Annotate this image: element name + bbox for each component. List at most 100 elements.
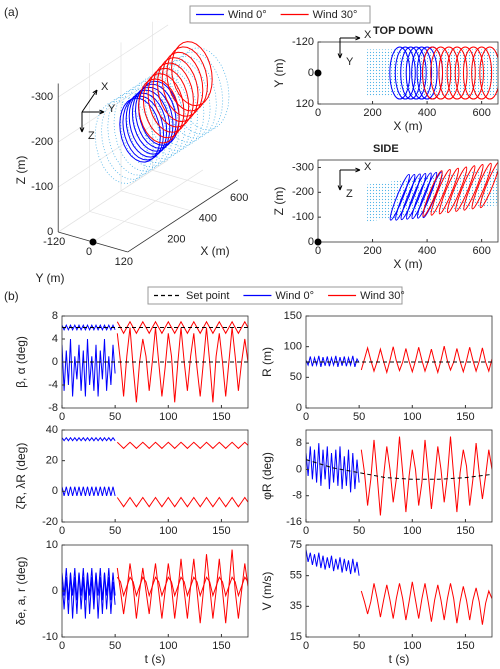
- loop: [119, 97, 161, 163]
- y-tick-label: 0: [308, 67, 314, 79]
- loop: [438, 167, 460, 215]
- legend-box: [147, 286, 403, 305]
- arrow-head: [92, 89, 98, 96]
- axes-box: [305, 429, 493, 523]
- data-line: [116, 496, 248, 508]
- y-tick-label: 100: [284, 341, 302, 353]
- arrow-head: [79, 127, 85, 133]
- tube-ring: [94, 101, 148, 184]
- loop: [125, 92, 168, 158]
- loop: [131, 86, 174, 152]
- x-tick-label: 100: [159, 411, 177, 423]
- data-line: [360, 345, 492, 375]
- loop: [454, 46, 476, 100]
- loop: [471, 162, 492, 210]
- loop: [406, 172, 427, 220]
- y-axis-label: Y (m): [35, 271, 64, 285]
- tube-ring: [144, 68, 199, 151]
- x-tick-label: 150: [212, 640, 230, 652]
- x-tick-label: 0: [59, 640, 65, 652]
- axis-arrow-label: X: [101, 81, 109, 93]
- x-tick-label: 100: [403, 525, 421, 537]
- axes-box: [317, 159, 499, 243]
- y-tick-label: 120: [296, 98, 314, 110]
- plot-area: [62, 430, 248, 522]
- panel-label: (a): [4, 5, 19, 19]
- plot-content: [62, 320, 248, 403]
- axis-arrow-label: X: [364, 161, 372, 173]
- y-tick-label: 0: [296, 463, 302, 475]
- y-tick-label: 8: [52, 310, 58, 322]
- x-tick-label: 600: [230, 192, 248, 204]
- axis-arrow-label: X: [364, 29, 372, 41]
- panel-title: TOP DOWN: [373, 25, 433, 37]
- x-tick-label: 0: [303, 411, 309, 423]
- x-axis-label: X (m): [393, 119, 422, 133]
- loop: [405, 46, 427, 100]
- y-tick-label: -120: [43, 236, 65, 248]
- arrow-head: [355, 35, 361, 41]
- y-tick-label: 0: [296, 402, 302, 414]
- loop: [122, 95, 165, 161]
- x-tick-label: 400: [418, 107, 436, 119]
- grid-line: [58, 114, 169, 188]
- x-tick-label: 400: [199, 213, 217, 225]
- loop: [479, 46, 498, 100]
- legend-label: Wind 30°: [313, 9, 358, 21]
- loop: [395, 173, 416, 221]
- y-axis-label: Y (m): [272, 58, 286, 87]
- data-line: [62, 486, 116, 497]
- loop: [438, 46, 460, 100]
- plot-content: [367, 161, 498, 222]
- z-tick-label: 0: [47, 226, 53, 238]
- x-tick-label: 0: [315, 245, 321, 257]
- origin-dot: [314, 69, 322, 77]
- y-tick-label: -4: [48, 379, 58, 391]
- x-tick-label: 50: [353, 640, 365, 652]
- y-tick-label: 75: [290, 539, 302, 551]
- x-tick-label: 50: [109, 411, 121, 423]
- z-tick-label: -200: [31, 136, 53, 148]
- loop: [389, 173, 410, 221]
- loop: [134, 83, 177, 149]
- panel-title: SIDE: [373, 143, 399, 155]
- x-axis-label: X (m): [200, 244, 229, 258]
- plot-content: [306, 436, 492, 516]
- tube-ring: [138, 72, 192, 156]
- y-tick-label: -100: [292, 211, 314, 223]
- tube-ring: [101, 96, 155, 180]
- loop: [400, 173, 421, 221]
- y-tick-label: 0: [52, 356, 58, 368]
- x-tick-label: 0: [303, 525, 309, 537]
- y-axis-label: φR (deg): [260, 452, 274, 500]
- axis-arrow-label: Z: [88, 130, 95, 142]
- x-axis: [127, 179, 238, 253]
- y-tick-label: -300: [292, 161, 314, 173]
- x-tick-label: 400: [418, 245, 436, 257]
- data-line: [116, 320, 248, 335]
- data-line: [306, 443, 360, 493]
- x-axis-label: t (s): [389, 652, 410, 666]
- origin-dot: [314, 238, 322, 246]
- loop: [446, 166, 468, 214]
- loop: [422, 46, 444, 100]
- x-tick-label: 50: [109, 525, 121, 537]
- grid-line: [58, 24, 169, 98]
- panel-label: (b): [4, 289, 19, 303]
- tube-ring: [132, 76, 186, 160]
- y-tick-label: 0: [52, 585, 58, 597]
- tube-ring: [113, 88, 167, 172]
- y-tick-label: 0: [52, 485, 58, 497]
- x-tick-label: 0: [59, 411, 65, 423]
- loop: [394, 46, 416, 100]
- x-tick-label: 150: [456, 525, 474, 537]
- y-tick-label: 50: [290, 371, 302, 383]
- loop: [462, 46, 484, 100]
- plot-content: [367, 46, 498, 100]
- x-tick-label: 50: [109, 640, 121, 652]
- loop: [430, 168, 451, 216]
- loop: [152, 62, 194, 128]
- axes-box: [61, 429, 249, 523]
- axis-arrow: [81, 89, 98, 113]
- y-tick-label: 10: [46, 539, 58, 551]
